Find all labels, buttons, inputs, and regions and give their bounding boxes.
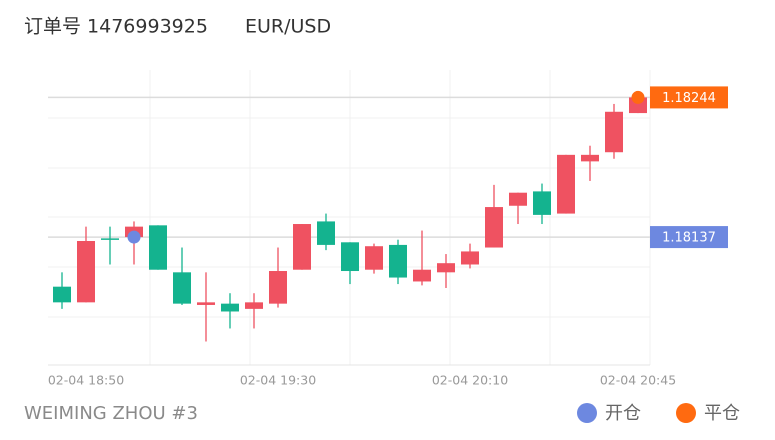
candle-body	[101, 238, 119, 240]
legend-label: 开仓	[605, 403, 641, 424]
chart-title: 订单号 1476993925	[24, 16, 208, 38]
candle-body	[437, 263, 455, 273]
candle-body	[245, 302, 263, 309]
candle-body	[461, 251, 479, 265]
candle-body	[581, 154, 599, 162]
candle-body	[365, 246, 383, 270]
candle-body	[173, 272, 191, 304]
candle-body	[557, 154, 575, 214]
x-tick-label: 02-04 20:10	[432, 373, 508, 388]
price-tag	[650, 86, 728, 109]
candle-body	[269, 271, 287, 304]
candle-body	[197, 302, 215, 305]
candle-body	[77, 240, 95, 303]
symbol: EUR/USD	[245, 16, 331, 38]
trade-marker	[631, 90, 645, 104]
x-tick-label: 02-04 18:50	[48, 373, 124, 388]
footer: WEIMING ZHOU #3	[24, 403, 198, 424]
candle-body	[533, 191, 551, 215]
candle-body	[509, 192, 527, 206]
price-tag-label: 1.18244	[662, 91, 716, 106]
legend-label: 平仓	[704, 403, 740, 424]
price-tag	[650, 226, 728, 249]
candle-body	[53, 286, 71, 303]
candle-body	[221, 303, 239, 312]
candle-body	[485, 207, 503, 248]
candle-body	[413, 269, 431, 282]
legend-swatch	[676, 403, 696, 423]
plot-frame	[48, 70, 651, 366]
price-tag-label: 1.18137	[662, 231, 716, 246]
candle-body	[293, 224, 311, 270]
trade-marker	[127, 230, 141, 244]
candle-body	[605, 111, 623, 153]
x-tick-label: 02-04 20:45	[600, 373, 676, 388]
x-tick-label: 02-04 19:30	[240, 373, 316, 388]
legend-swatch	[577, 403, 597, 423]
candle-body	[389, 244, 407, 278]
candle-body	[149, 225, 167, 270]
candle-body	[317, 221, 335, 245]
candle-body	[341, 242, 359, 272]
